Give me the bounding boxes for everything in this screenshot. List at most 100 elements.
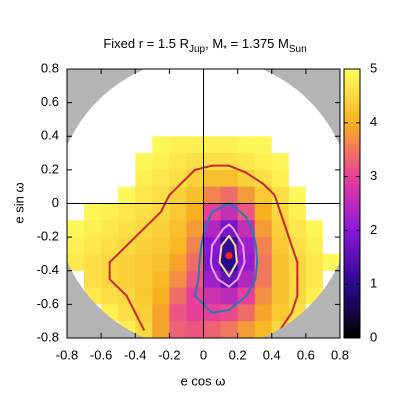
heatmap-cell [288, 169, 307, 188]
heatmap-cell [254, 237, 273, 255]
heatmap-cell [203, 287, 222, 305]
heatmap-cell [237, 102, 256, 121]
heatmap-cell [220, 186, 239, 205]
contour-line [198, 244, 203, 264]
contour-line [236, 261, 246, 281]
contour-line [185, 168, 196, 180]
heatmap-cell [237, 69, 256, 87]
contour-line [228, 202, 242, 213]
heatmap-cell [101, 169, 119, 188]
contour-line [254, 261, 259, 281]
heatmap-cell [237, 85, 256, 104]
heatmap-cell [305, 220, 324, 238]
title-subscript: Jup [189, 44, 206, 55]
heatmap-cell [169, 237, 188, 255]
heatmap-cell [271, 287, 290, 305]
colorbar [343, 68, 361, 339]
heatmap-cell [118, 270, 136, 289]
heatmap-cell [169, 153, 188, 171]
heatmap-cell [186, 220, 205, 238]
heatmap-cell [67, 136, 85, 154]
heatmap-cell [271, 270, 290, 289]
heatmap-cell [271, 169, 290, 188]
heatmap-cell [237, 119, 256, 137]
heatmap-cell [101, 220, 119, 238]
colorbar-tick-label: 5 [370, 60, 377, 75]
heatmap-cell [135, 169, 153, 188]
heatmap-cell [305, 186, 324, 205]
heatmap-cell [152, 237, 170, 255]
heatmap-cell [152, 119, 170, 137]
colorbar-tick-label: 3 [370, 168, 377, 183]
contour [108, 164, 299, 331]
y-tick-label: 0.4 [41, 128, 59, 143]
heatmap-cell [271, 253, 290, 272]
contour [218, 234, 238, 278]
heatmap-cell [186, 321, 205, 338]
heatmap-cell [237, 153, 256, 171]
title-part: , M [205, 36, 223, 51]
y-tick-label: 0 [52, 195, 59, 210]
heatmap-cell [169, 304, 188, 322]
colorbar-tick-label: 1 [370, 276, 377, 291]
heatmap-cell [322, 153, 340, 171]
heatmap-cell [322, 237, 340, 255]
heatmap-cell [220, 85, 239, 104]
heatmap-cell [169, 253, 188, 272]
heatmap-cell [271, 237, 290, 255]
heatmap-cell [118, 203, 136, 221]
contour-line [245, 278, 257, 297]
heatmap-cell [169, 119, 188, 137]
contour-line [245, 171, 256, 180]
heatmap-cell [152, 304, 170, 322]
x-tick-label: 0.2 [229, 347, 247, 362]
heatmap-cell [237, 237, 256, 255]
heatmap-cell [84, 153, 102, 171]
contour-line [134, 311, 145, 331]
heatmap-cell [220, 321, 239, 338]
heatmap-cell [169, 321, 188, 338]
contour-line [228, 261, 238, 278]
y-tick-label: 0.6 [41, 94, 59, 109]
heatmap-cell [322, 136, 340, 154]
heatmap-cell [118, 119, 136, 137]
heatmap-cell [118, 102, 136, 121]
heatmap-cell [67, 169, 85, 188]
contour-line [228, 164, 248, 174]
contour-line [193, 278, 200, 297]
heatmap-cell [254, 69, 273, 87]
heatmap-cell [186, 119, 205, 137]
contour-line [216, 278, 231, 288]
heatmap-cell [152, 287, 170, 305]
heatmap-cell [254, 119, 273, 137]
heatmap-cell [220, 287, 239, 305]
y-tick-label: 0.2 [41, 161, 59, 176]
heatmap-cell [288, 119, 307, 137]
contour-line [218, 244, 223, 264]
heatmap-cell [118, 304, 136, 322]
heatmap-cell [135, 287, 153, 305]
contour-line [176, 177, 188, 188]
heatmap-cell [203, 186, 222, 205]
heatmap-cell [271, 136, 290, 154]
contour-line [222, 223, 231, 230]
heatmap-cell [220, 119, 239, 137]
heatmap-cell [67, 237, 85, 255]
heatmap-cell [288, 153, 307, 171]
heatmap-cell [118, 153, 136, 171]
x-tick-label: -0.6 [90, 347, 112, 362]
heatmap-cell [305, 253, 324, 272]
heatmap-cell [67, 153, 85, 171]
heatmap-cell [135, 203, 153, 221]
heatmap-cell [237, 304, 256, 322]
heatmap-cell [67, 253, 85, 272]
heatmap-cell [254, 136, 273, 154]
heatmap [67, 69, 340, 338]
contour-line [228, 294, 248, 311]
heatmap-cell [135, 85, 153, 104]
heatmap-cell [135, 186, 153, 205]
y-tick-label: -0.2 [37, 229, 59, 244]
heatmap-cell [84, 253, 102, 272]
y-tick-label: -0.6 [37, 296, 59, 311]
